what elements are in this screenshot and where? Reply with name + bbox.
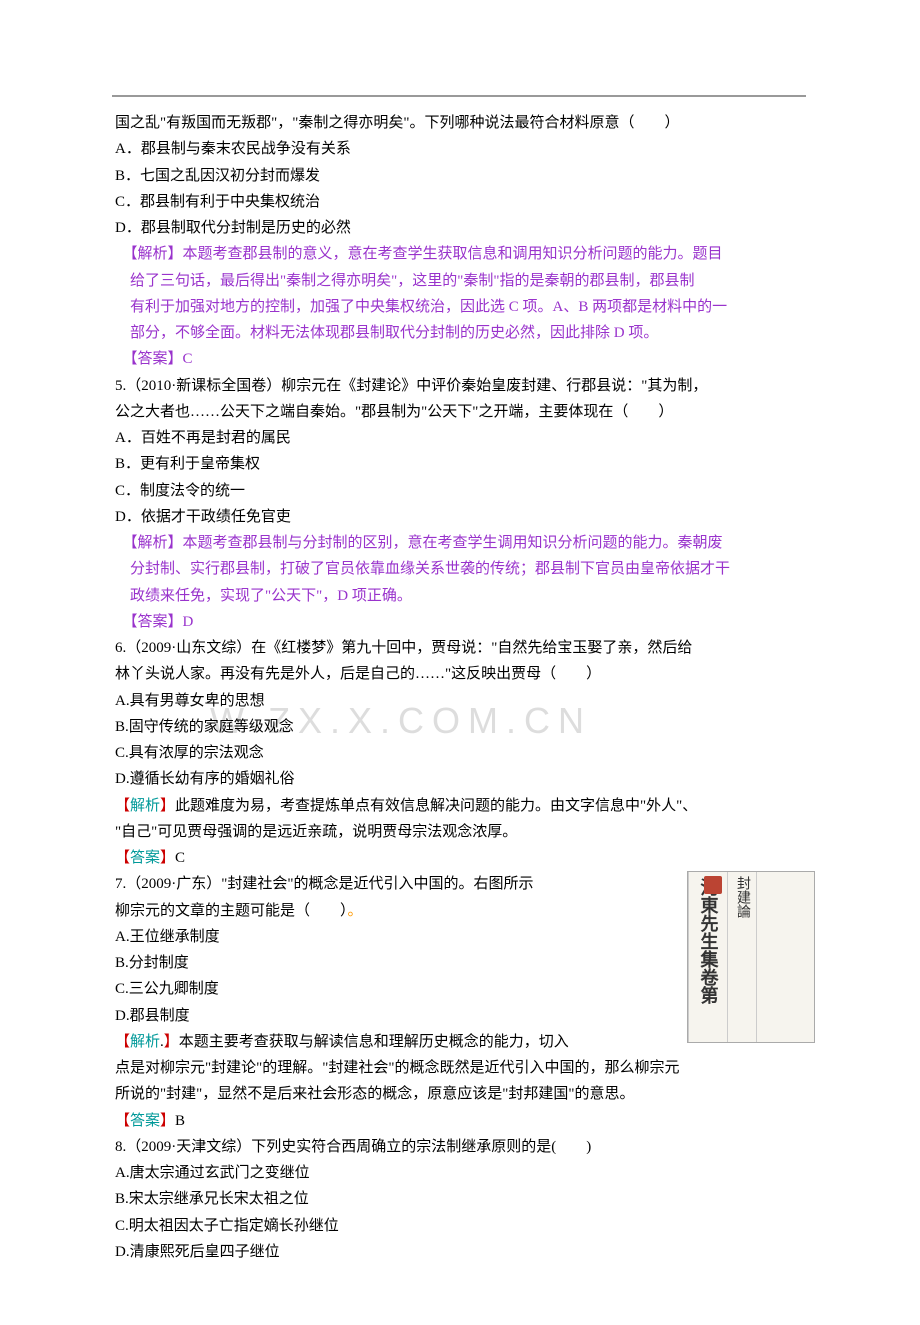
q4-opt-a: A．郡县制与秦末农民战争没有关系 (115, 136, 805, 162)
q7-analysis-3: 所说的"封建"，显然不是后来社会形态的概念，原意应该是"封邦建国"的意思。 (115, 1081, 805, 1107)
q7-opt-b: B.分封制度 (115, 950, 655, 976)
q4-analysis-2: 给了三句话，最后得出"秦制之得亦明矣"，这里的"秦制"指的是秦朝的郡县制，郡县制 (115, 268, 805, 294)
q4-answer: 【答案】C (115, 346, 805, 372)
q5-analysis-3: 政绩来任免，实现了"公天下"，D 项正确。 (115, 583, 805, 609)
q5-analysis-1: 【解析】本题考查郡县制与分封制的区别，意在考查学生调用知识分析问题的能力。秦朝废 (115, 530, 805, 556)
q7-opt-d: D.郡县制度 (115, 1003, 655, 1029)
q4-opt-c: C．郡县制有利于中央集权统治 (115, 189, 805, 215)
q4-stem-cont: 国之乱"有叛国而无叛郡"，"秦制之得亦明矣"。下列哪种说法最符合材料原意（ ） (115, 110, 805, 136)
q7-figure-col-3 (756, 872, 761, 1042)
q5-opt-b: B．更有利于皇帝集权 (115, 451, 805, 477)
page-content: 国之乱"有叛国而无叛郡"，"秦制之得亦明矣"。下列哪种说法最符合材料原意（ ） … (0, 0, 920, 1325)
q7-figure-col-2: 河東先生集卷第 (688, 872, 727, 1042)
q4-opt-b: B．七国之乱因汉初分封而爆发 (115, 163, 805, 189)
q7-answer: 【答案】B (115, 1108, 805, 1134)
q7-stem-2: 柳宗元的文章的主题可能是（ ）。 (115, 898, 655, 924)
q7-opt-a: A.王位继承制度 (115, 924, 655, 950)
q4-opt-d: D．郡县制取代分封制是历史的必然 (115, 215, 805, 241)
q6-opt-c: C.具有浓厚的宗法观念 (115, 740, 805, 766)
q6-analysis-2: "自己"可见贾母强调的是远近亲疏，说明贾母宗法观念浓厚。 (115, 819, 805, 845)
q5-opt-a: A．百姓不再是封君的属民 (115, 425, 805, 451)
q5-opt-c: C．制度法令的统一 (115, 478, 805, 504)
q7-figure-col-1: 封建論 (727, 872, 757, 1042)
q6-stem-2: 林丫头说人家。再没有先是外人，后是自己的……"这反映出贾母（ ） (115, 661, 805, 687)
q6-opt-d: D.遵循长幼有序的婚姻礼俗 (115, 766, 805, 792)
seal-icon (704, 876, 722, 894)
q6-answer: 【答案】C (115, 845, 805, 871)
q4-analysis-3: 有利于加强对地方的控制，加强了中央集权统治，因此选 C 项。A、B 两项都是材料… (115, 294, 805, 320)
q5-stem-2: 公之大者也……公天下之端自秦始。"郡县制为"公天下"之开端，主要体现在（ ） (115, 399, 805, 425)
q8-opt-d: D.清康熙死后皇四子继位 (115, 1239, 805, 1265)
q6-analysis-1: 【解析】此题难度为易，考查提炼单点有效信息解决问题的能力。由文字信息中"外人"、 (115, 793, 805, 819)
q5-analysis-2: 分封制、实行郡县制，打破了官员依靠血缘关系世袭的传统；郡县制下官员由皇帝依据才干 (115, 556, 805, 582)
q8-opt-a: A.唐太宗通过玄武门之变继位 (115, 1160, 805, 1186)
q8-stem-1: 8.（2009·天津文综）下列史实符合西周确立的宗法制继承原则的是( ) (115, 1134, 805, 1160)
q5-answer: 【答案】D (115, 609, 805, 635)
q5-opt-d: D．依据才干政绩任免官吏 (115, 504, 805, 530)
q7-block: 河東先生集卷第 封建論 7.（2009·广东）"封建社会"的概念是近代引入中国的… (115, 871, 805, 1134)
q7-opt-c: C.三公九卿制度 (115, 976, 655, 1002)
q6-opt-a: A.具有男尊女卑的思想 (115, 688, 805, 714)
q7-analysis-2: 点是对柳宗元"封建论"的理解。"封建社会"的概念既然是近代引入中国的，那么柳宗元 (115, 1055, 805, 1081)
q4-analysis-4: 部分，不够全面。材料无法体现郡县制取代分封制的历史必然，因此排除 D 项。 (115, 320, 805, 346)
q7-stem-1: 7.（2009·广东）"封建社会"的概念是近代引入中国的。右图所示 (115, 871, 655, 897)
q6-stem-1: 6.（2009·山东文综）在《红楼梦》第九十回中，贾母说："自然先给宝玉娶了亲，… (115, 635, 805, 661)
q5-stem-1: 5.（2010·新课标全国卷）柳宗元在《封建论》中评价秦始皇废封建、行郡县说："… (115, 373, 805, 399)
q8-opt-c: C.明太祖因太子亡指定嫡长孙继位 (115, 1213, 805, 1239)
q7-figure: 河東先生集卷第 封建論 (687, 871, 815, 1043)
q4-analysis-1: 【解析】本题考查郡县制的意义，意在考查学生获取信息和调用知识分析问题的能力。题目 (115, 241, 805, 267)
q7-analysis-1: 【解析.】本题主要考查获取与解读信息和理解历史概念的能力，切入 (115, 1029, 655, 1055)
q6-opt-b: B.固守传统的家庭等级观念 (115, 714, 805, 740)
q8-opt-b: B.宋太宗继承兄长宋太祖之位 (115, 1186, 805, 1212)
